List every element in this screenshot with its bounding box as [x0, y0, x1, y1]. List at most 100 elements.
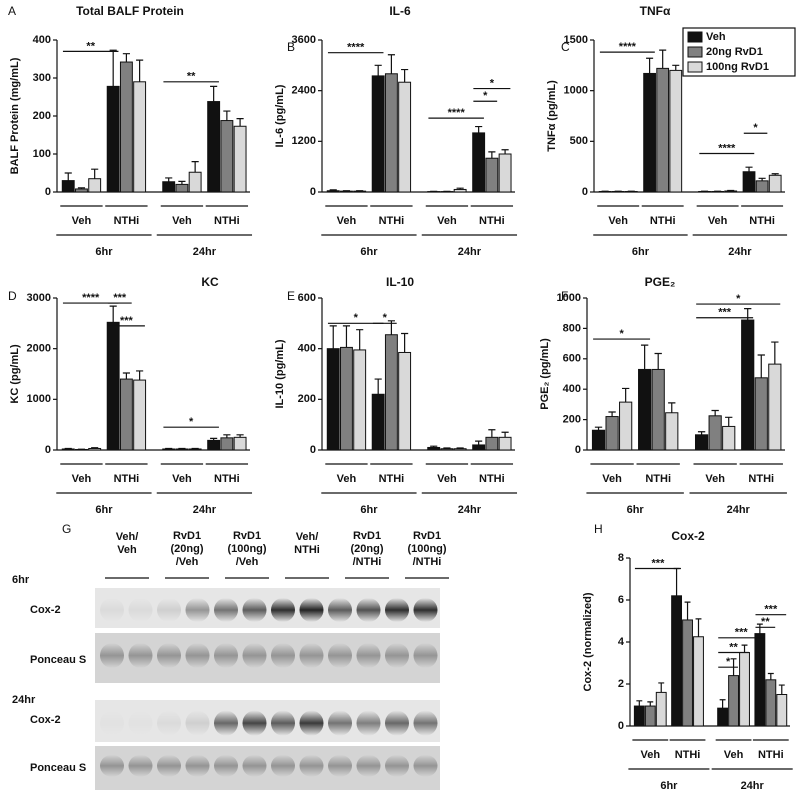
row-label: Ponceau S	[30, 654, 86, 666]
bar	[340, 346, 353, 451]
y-tick-label: 1500	[564, 34, 588, 46]
y-tick-label: 8	[618, 552, 624, 564]
group-label: Veh	[337, 215, 357, 227]
bar	[656, 67, 670, 193]
bar	[643, 72, 656, 193]
error-bar	[136, 370, 144, 381]
lane-label: Veh/	[116, 531, 139, 543]
blot-band	[299, 710, 324, 736]
error-bar	[456, 447, 464, 449]
group-label: NTHi	[479, 473, 505, 485]
lane-label: NTHi	[294, 544, 320, 556]
error-bar	[342, 325, 351, 348]
error-bar	[178, 180, 186, 185]
error-bar	[64, 447, 72, 450]
bar	[398, 81, 412, 193]
bar	[638, 368, 652, 451]
lane-label: Veh	[117, 544, 137, 556]
error-bar	[136, 59, 144, 82]
error-bar	[711, 409, 719, 416]
bar	[717, 707, 729, 727]
legend-swatch	[687, 61, 703, 73]
y-tick-label: 0	[582, 186, 588, 198]
blot-strip	[95, 588, 440, 628]
bar	[619, 401, 633, 451]
significance-label: ***	[735, 627, 749, 639]
error-bar	[767, 672, 774, 680]
blot-strip	[95, 700, 440, 742]
error-bar	[608, 411, 616, 417]
panel-letter: D	[8, 289, 17, 303]
error-bar	[223, 110, 231, 121]
error-bar	[356, 329, 364, 350]
group-label: NTHi	[749, 215, 775, 227]
group-label: Veh	[608, 215, 628, 227]
bar	[768, 363, 782, 451]
y-tick-label: 2400	[292, 85, 316, 97]
bar	[119, 378, 133, 451]
bar	[384, 334, 398, 451]
error-bar	[443, 447, 451, 449]
bar	[728, 675, 739, 727]
blot-band	[413, 710, 438, 736]
lane-label: /Veh	[236, 556, 259, 568]
bar	[233, 436, 247, 451]
error-bar	[647, 701, 654, 707]
bar	[106, 85, 120, 193]
group-label: NTHi	[214, 215, 240, 227]
y-tick-label: 200	[563, 414, 581, 426]
time-label: 6hr	[95, 246, 113, 258]
y-tick-label: 600	[298, 292, 316, 304]
blot-band	[385, 643, 409, 668]
bar	[440, 448, 454, 451]
error-bar	[329, 325, 337, 349]
blot-band	[100, 754, 124, 777]
y-axis-label: BALF Protein (mg/mL)	[9, 57, 21, 174]
blot-band	[356, 754, 381, 777]
chart-title: Total BALF Protein	[76, 4, 184, 18]
legend-swatch	[687, 46, 703, 58]
bar	[651, 368, 665, 451]
y-tick-label: 400	[563, 383, 581, 395]
error-bar	[430, 445, 438, 448]
error-bar	[329, 189, 337, 191]
bar	[207, 439, 221, 451]
y-tick-label: 300	[33, 72, 51, 84]
significance-label: ***	[718, 307, 732, 319]
bar	[682, 619, 693, 727]
error-bar	[636, 700, 643, 707]
bar	[133, 379, 147, 451]
significance-label: ***	[120, 315, 134, 327]
significance-label: **	[86, 40, 95, 52]
bar	[739, 652, 750, 727]
chart-title: IL-6	[389, 4, 411, 18]
blot-band	[185, 598, 210, 622]
error-bar	[165, 177, 173, 182]
bar	[605, 416, 619, 451]
bar	[671, 595, 683, 727]
panel-letter: C	[561, 40, 570, 54]
blot-band	[328, 643, 352, 668]
blot-band	[385, 710, 409, 736]
error-bar	[672, 64, 680, 71]
blot-band	[100, 598, 124, 622]
bar	[326, 348, 340, 451]
error-bar	[236, 434, 244, 438]
group-label: Veh	[724, 749, 744, 761]
bar	[644, 705, 656, 727]
bar	[233, 125, 247, 193]
error-bar	[741, 644, 748, 653]
error-bar	[658, 682, 665, 693]
chart-title: KC	[201, 275, 219, 289]
bar	[765, 679, 777, 727]
lane-label: /Veh	[176, 556, 199, 568]
bar	[768, 174, 782, 193]
panel-letter: G	[62, 522, 71, 536]
bar	[175, 183, 189, 193]
blot-band	[299, 643, 324, 668]
error-bar	[223, 434, 231, 438]
blot-band	[128, 754, 153, 777]
significance-label: ****	[718, 142, 736, 154]
y-tick-label: 1000	[27, 393, 51, 405]
bar	[162, 448, 176, 451]
